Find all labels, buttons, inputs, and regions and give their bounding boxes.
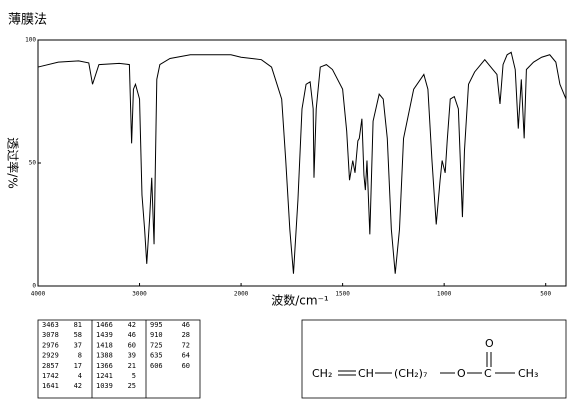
peak-wavenumber: 1742 bbox=[42, 372, 59, 380]
title: 薄膜法 bbox=[8, 13, 47, 28]
formula-part: (CH₂)₇ bbox=[394, 367, 427, 380]
formula-part: CH₃ bbox=[518, 367, 538, 380]
y-axis-label: 透过率/% bbox=[6, 137, 21, 188]
table-frame bbox=[37, 319, 201, 399]
peak-transmittance: 39 bbox=[128, 352, 136, 360]
formula-part: O bbox=[457, 367, 466, 380]
peak-wavenumber: 2929 bbox=[42, 352, 59, 360]
peak-transmittance: 42 bbox=[128, 321, 136, 329]
y-tick-label: 0 bbox=[32, 283, 36, 290]
peak-wavenumber: 2857 bbox=[42, 362, 59, 370]
peak-transmittance: 5 bbox=[132, 372, 136, 380]
peak-table bbox=[37, 319, 201, 399]
formula-part: O bbox=[485, 337, 494, 350]
peak-transmittance: 81 bbox=[74, 321, 82, 329]
peak-wavenumber: 1418 bbox=[96, 341, 113, 349]
spectrum-line bbox=[37, 51, 567, 274]
x-tick-label: 1500 bbox=[335, 291, 350, 298]
peak-transmittance: 28 bbox=[182, 331, 190, 339]
peak-wavenumber: 1439 bbox=[96, 331, 113, 339]
peak-wavenumber: 2976 bbox=[42, 341, 59, 349]
x-tick-label: 500 bbox=[540, 291, 551, 298]
peak-wavenumber: 1366 bbox=[96, 362, 113, 370]
formula-part: CH₂ bbox=[312, 367, 332, 380]
structure-frame bbox=[301, 319, 567, 399]
plot-frame bbox=[37, 39, 567, 287]
x-tick-label: 3000 bbox=[132, 291, 147, 298]
peak-transmittance: 21 bbox=[128, 362, 136, 370]
x-tick-label: 1000 bbox=[437, 291, 452, 298]
y-tick-label: 100 bbox=[25, 37, 36, 44]
peak-transmittance: 25 bbox=[128, 382, 136, 390]
formula-part: CH bbox=[358, 367, 374, 380]
y-tick-label: 50 bbox=[29, 160, 37, 167]
peak-wavenumber: 1466 bbox=[96, 321, 113, 329]
peak-transmittance: 8 bbox=[78, 352, 82, 360]
peak-transmittance: 4 bbox=[78, 372, 82, 380]
peak-wavenumber: 1388 bbox=[96, 352, 113, 360]
formula-part: C bbox=[484, 367, 492, 380]
peak-transmittance: 42 bbox=[74, 382, 82, 390]
peak-transmittance: 60 bbox=[182, 362, 190, 370]
peak-wavenumber: 635 bbox=[150, 352, 163, 360]
peak-wavenumber: 3078 bbox=[42, 331, 59, 339]
peak-wavenumber: 910 bbox=[150, 331, 163, 339]
peak-transmittance: 64 bbox=[182, 352, 190, 360]
peak-transmittance: 58 bbox=[74, 331, 82, 339]
peak-wavenumber: 995 bbox=[150, 321, 163, 329]
peak-transmittance: 72 bbox=[182, 341, 190, 349]
peak-transmittance: 60 bbox=[128, 341, 136, 349]
peak-transmittance: 37 bbox=[74, 341, 82, 349]
peak-wavenumber: 725 bbox=[150, 341, 163, 349]
peak-transmittance: 46 bbox=[128, 331, 136, 339]
peak-transmittance: 46 bbox=[182, 321, 190, 329]
peak-wavenumber: 1241 bbox=[96, 372, 113, 380]
x-tick-label: 4000 bbox=[31, 291, 46, 298]
peak-wavenumber: 1641 bbox=[42, 382, 59, 390]
peak-wavenumber: 1039 bbox=[96, 382, 113, 390]
structure-box: CH₂ CH (CH₂)₇ O C O CH₃ bbox=[301, 319, 567, 399]
x-axis-label: 波数/cm⁻¹ bbox=[271, 293, 329, 308]
peak-transmittance: 17 bbox=[74, 362, 82, 370]
peak-wavenumber: 3463 bbox=[42, 321, 59, 329]
peak-wavenumber: 606 bbox=[150, 362, 163, 370]
x-tick-label: 2000 bbox=[234, 291, 249, 298]
